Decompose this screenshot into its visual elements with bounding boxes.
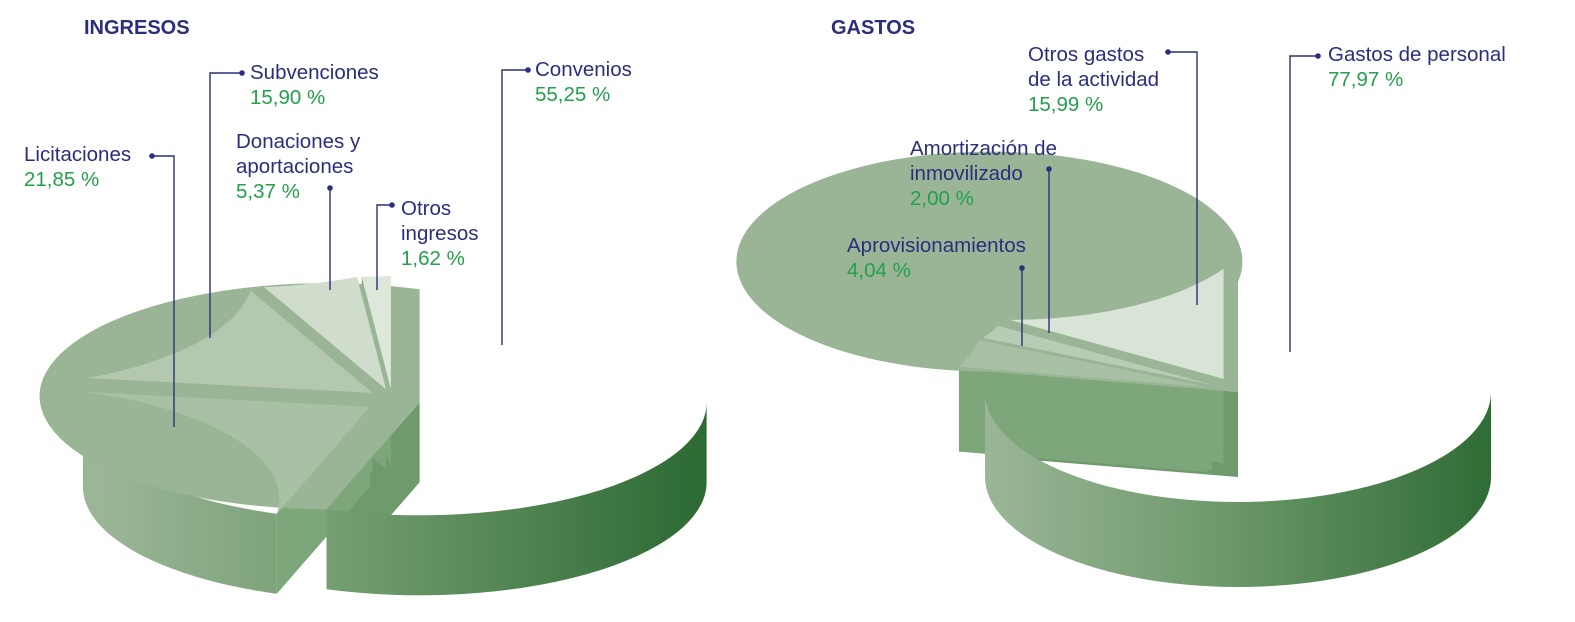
slice-value-0-4: 1,62 %: [401, 247, 465, 270]
slice-value-1-1: 4,04 %: [847, 259, 911, 282]
leader-dot-1-1: [1019, 265, 1025, 271]
pie-0-slice-1-top: [85, 391, 370, 514]
slice-label-1-0: Gastos de personal 77,97 %: [1328, 43, 1506, 91]
slice-label-line-0-3-1: aportaciones: [236, 155, 353, 178]
slice-label-line-0-0-0: Convenios: [535, 58, 632, 81]
leader-dot-0-0: [525, 67, 531, 73]
slice-label-line-1-2-0: Amortización de: [910, 137, 1057, 160]
pie-1-slice-1-top: [958, 340, 1208, 388]
chart-title-ingresos: INGRESOS: [84, 17, 190, 39]
pie-0-slice-4-top: [361, 276, 391, 390]
slice-label-line-1-0-0: Gastos de personal: [1328, 43, 1506, 66]
leader-line-1-0: [1289, 55, 1318, 352]
chart-title-gastos: GASTOS: [831, 17, 915, 39]
slice-label-line-0-1-0: Licitaciones: [24, 143, 131, 166]
slice-label-line-1-3-1: de la actividad: [1028, 68, 1159, 91]
slice-value-0-0: 55,25 %: [535, 83, 610, 106]
slice-value-1-0: 77,97 %: [1328, 68, 1403, 91]
leader-line-0-1: [152, 155, 175, 427]
leader-line-1-3: [1168, 51, 1198, 305]
pie-1-slice-3-top: [1010, 268, 1224, 379]
pie-ingresos: [39, 276, 707, 596]
slice-label-1-1: Aprovisionamientos 4,04 %: [847, 234, 1026, 282]
pie-0-slice-1-side: [82, 406, 277, 594]
slice-label-0-3: Donaciones y aportaciones 5,37 %: [236, 130, 361, 203]
slice-value-1-3: 15,99 %: [1028, 93, 1103, 116]
slice-label-line-0-4-0: Otros: [401, 197, 451, 220]
leader-dot-0-2: [239, 70, 245, 76]
slice-label-0-0: Convenios 55,25 %: [535, 58, 632, 106]
slice-label-line-0-3-0: Donaciones y: [236, 130, 361, 153]
leader-line-0-2: [209, 72, 242, 338]
pie-0-slice-2-top: [88, 290, 373, 393]
leader-dot-1-2: [1046, 166, 1052, 172]
slice-label-line-1-1-0: Aprovisionamientos: [847, 234, 1026, 257]
leader-dot-1-3: [1165, 49, 1171, 55]
leader-dot-0-3: [327, 185, 333, 191]
pie-0-slice-0-side: [326, 402, 707, 596]
pie-gastos: [736, 151, 1491, 587]
slice-value-1-2: 2,00 %: [910, 187, 974, 210]
pie-1-slice-2-top: [982, 325, 1212, 385]
slice-label-1-3: Otros gastos de la actividad 15,99 %: [1028, 43, 1159, 116]
slice-label-0-2: Subvenciones 15,90 %: [250, 61, 379, 109]
slice-value-0-2: 15,90 %: [250, 86, 325, 109]
leader-dot-0-4: [389, 202, 395, 208]
leader-dot-0-1: [149, 153, 155, 159]
slice-label-line-1-2-1: inmovilizado: [910, 162, 1023, 185]
slice-value-0-1: 21,85 %: [24, 168, 99, 191]
leader-line-0-4: [376, 204, 392, 290]
slice-label-line-0-2-0: Subvenciones: [250, 61, 379, 84]
pie-0-slice-3-top: [264, 276, 387, 390]
leader-line-0-0: [501, 69, 528, 345]
slice-value-0-3: 5,37 %: [236, 180, 300, 203]
slice-label-line-0-4-1: ingresos: [401, 222, 479, 245]
slice-label-line-1-3-0: Otros gastos: [1028, 43, 1144, 66]
slice-label-1-2: Amortización de inmovilizado 2,00 %: [910, 137, 1057, 210]
slice-label-0-4: Otros ingresos 1,62 %: [401, 197, 479, 270]
slice-label-0-1: Licitaciones 21,85 %: [24, 143, 131, 191]
leader-dot-1-0: [1315, 53, 1321, 59]
pie-1-slice-0-side: [985, 392, 1491, 587]
labels-layer: Convenios 55,25 % Licitaciones 21,85 % Subve…: [24, 43, 1506, 427]
